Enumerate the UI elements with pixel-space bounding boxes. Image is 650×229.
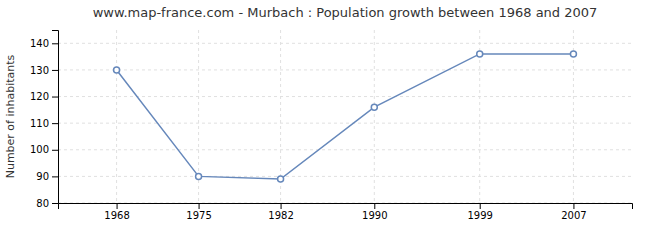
tick-mark	[52, 176, 58, 177]
x-axis: 1968 1975 1982 1990 1999 2007	[59, 203, 633, 221]
tick-mark	[52, 150, 58, 151]
tick: 1990	[362, 203, 387, 221]
grid-line	[58, 176, 632, 177]
tick-label: 90	[36, 171, 49, 182]
marker	[477, 51, 483, 57]
tick-label: 1999	[467, 210, 492, 221]
tick-label: 130	[30, 65, 49, 76]
tick: 1975	[186, 203, 211, 221]
marker	[570, 51, 576, 57]
marker	[196, 173, 202, 179]
marker	[114, 67, 120, 73]
y-axis-title: Number of inhabitants	[4, 54, 17, 178]
tick-label: 1968	[104, 210, 129, 221]
series	[114, 51, 577, 182]
tick-label: 140	[30, 38, 49, 49]
tick: 80	[36, 198, 58, 209]
tick-mark	[52, 70, 58, 71]
y-axis: 80 90 100 110 120 130 140	[30, 31, 59, 209]
tick-mark	[199, 203, 200, 209]
grid-line	[58, 43, 632, 44]
tick-mark	[52, 203, 58, 204]
tick: 1999	[467, 203, 492, 221]
tick: 120	[30, 91, 58, 102]
tick-label: 1982	[268, 210, 293, 221]
tick: 90	[36, 171, 58, 182]
grid-line	[58, 96, 632, 97]
tick-mark	[480, 203, 481, 209]
tick-label: 100	[30, 144, 49, 155]
chart: 1968 1975 1982 1990 1999 2007 80 90 100 110 120 130…	[0, 0, 650, 229]
tick-mark	[52, 43, 58, 44]
tick-label: 110	[30, 118, 49, 129]
grid-line	[58, 149, 632, 150]
tick-mark	[117, 203, 118, 209]
tick: 140	[30, 38, 58, 49]
grid-line	[58, 69, 632, 70]
tick-label: 120	[30, 91, 49, 102]
tick-label: 1975	[186, 210, 211, 221]
tick: 110	[30, 118, 58, 129]
tick: 2007	[561, 203, 586, 221]
marker	[371, 104, 377, 110]
axis-line	[59, 204, 633, 210]
line	[117, 54, 574, 179]
tick-mark	[573, 203, 574, 209]
axis-line	[52, 31, 59, 204]
plot: 1968 1975 1982 1990 1999 2007 80 90 100 110 120 130…	[30, 30, 633, 221]
tick-mark	[281, 203, 282, 209]
tick: 1982	[268, 203, 293, 221]
grid-line	[116, 30, 117, 203]
tick-mark	[52, 123, 58, 124]
grid	[58, 30, 632, 203]
tick-mark	[374, 203, 375, 209]
tick: 130	[30, 65, 58, 76]
tick: 100	[30, 144, 58, 155]
grid-line	[374, 30, 375, 203]
tick-label: 80	[36, 198, 49, 209]
grid-line	[58, 123, 632, 124]
title: www.map-france.com - Murbach : Populatio…	[93, 5, 598, 20]
tick-mark	[52, 97, 58, 98]
tick-label: 1990	[362, 210, 387, 221]
tick-label: 2007	[561, 210, 586, 221]
marker	[278, 176, 284, 182]
tick: 1968	[104, 203, 129, 221]
